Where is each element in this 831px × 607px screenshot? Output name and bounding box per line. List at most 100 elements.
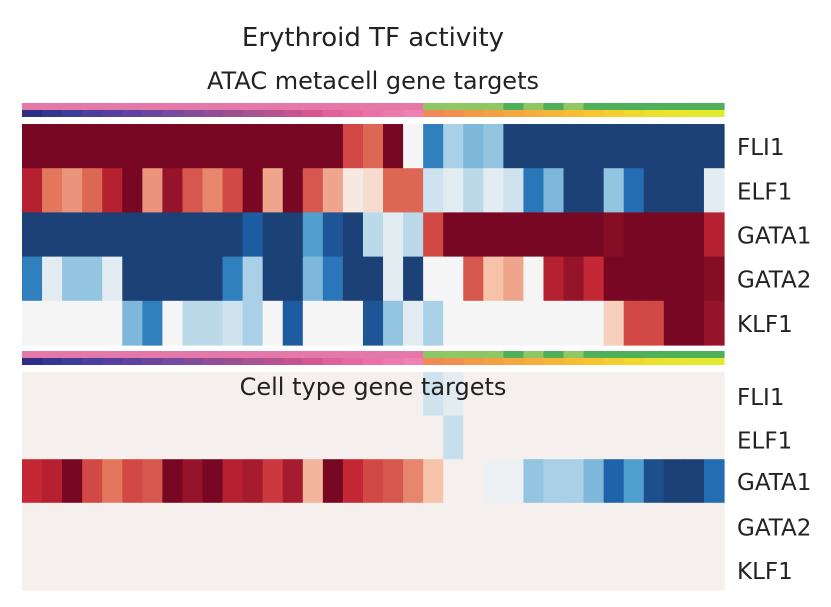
heatmap-cell	[42, 415, 63, 460]
annotation-cell	[443, 103, 464, 110]
heatmap-cell	[563, 502, 585, 547]
heatmap-cell	[322, 124, 344, 169]
heatmap-cell	[443, 300, 464, 346]
annotation-cell	[403, 110, 424, 117]
annotation-cell	[122, 358, 143, 365]
annotation-bar-top	[22, 103, 725, 117]
heatmap-cell	[102, 300, 123, 346]
heatmap-cell	[463, 168, 484, 213]
heatmap-cell	[122, 168, 143, 213]
annotation-cell	[202, 358, 224, 365]
heatmap-cell	[703, 502, 725, 547]
heatmap-cell	[463, 256, 484, 302]
row-labels-atac: FLI1 ELF1 GATA1 GATA2 KLF1	[737, 135, 811, 338]
heatmap-cell	[302, 546, 324, 591]
heatmap-cell	[262, 300, 284, 346]
heatmap-cell	[362, 300, 384, 346]
annotation-cell	[703, 103, 725, 110]
heatmap-cell	[62, 546, 83, 591]
heatmap-cell	[202, 300, 224, 346]
heatmap-cell	[523, 300, 545, 346]
heatmap-cell	[563, 124, 585, 169]
heatmap-cell	[302, 372, 324, 417]
heatmap-cell	[162, 415, 184, 460]
heatmap-cell	[262, 124, 284, 169]
heatmap-cell	[483, 124, 504, 169]
heatmap-cell	[302, 415, 324, 460]
row-label: ELF1	[737, 428, 792, 454]
annotation-cell	[82, 110, 103, 117]
heatmap-cell	[603, 415, 625, 460]
annotation-cell	[443, 351, 464, 358]
heatmap-cell	[202, 502, 224, 547]
heatmap-cell	[42, 502, 63, 547]
annotation-cell	[182, 103, 204, 110]
annotation-cell	[563, 358, 585, 365]
annotation-cell	[683, 103, 705, 110]
annotation-cell	[623, 351, 645, 358]
heatmap-cell	[463, 459, 484, 504]
heatmap-cell	[543, 546, 565, 591]
heatmap-cell	[423, 372, 444, 417]
heatmap-cell	[643, 212, 665, 258]
heatmap-cell	[403, 212, 424, 258]
chart-title: Erythroid TF activity	[242, 23, 504, 53]
heatmap-cell	[503, 546, 525, 591]
heatmap-cell	[22, 415, 43, 460]
heatmap-cell	[182, 372, 204, 417]
heatmap-cell	[423, 124, 444, 169]
heatmap-cell	[403, 502, 424, 547]
heatmap-cell	[563, 256, 585, 302]
heatmap-cell	[523, 212, 545, 258]
heatmap-cell	[703, 168, 725, 213]
heatmap-cell	[162, 459, 184, 504]
heatmap-cell	[623, 168, 645, 213]
heatmap-cell	[162, 300, 184, 346]
annotation-cell	[423, 358, 444, 365]
heatmap-cell	[122, 300, 143, 346]
annotation-cell	[322, 110, 344, 117]
heatmap-cell	[603, 256, 625, 302]
heatmap-cell	[683, 124, 705, 169]
heatmap-cell	[423, 415, 444, 460]
heatmap-cell	[383, 372, 404, 417]
heatmap-cell	[623, 300, 645, 346]
heatmap-cell	[222, 546, 244, 591]
annotation-cell	[202, 103, 224, 110]
heatmap-cell	[683, 459, 705, 504]
heatmap-cell	[282, 502, 304, 547]
heatmap-cell	[122, 546, 143, 591]
heatmap-cell	[122, 372, 143, 417]
heatmap-cell	[483, 168, 504, 213]
heatmap-cell	[142, 546, 163, 591]
heatmap-cell	[302, 168, 324, 213]
annotation-cell	[122, 103, 143, 110]
heatmap-cell	[222, 300, 244, 346]
annotation-cell	[563, 103, 585, 110]
heatmap-cell	[543, 372, 565, 417]
heatmap-cell	[663, 256, 685, 302]
annotation-cell	[82, 103, 103, 110]
heatmap-cell	[302, 502, 324, 547]
heatmap-cell	[643, 256, 665, 302]
heatmap-cell	[623, 372, 645, 417]
heatmap-cell	[383, 546, 404, 591]
heatmap-cell	[322, 546, 344, 591]
heatmap-panel-atac	[22, 124, 725, 346]
heatmap-cell	[463, 415, 484, 460]
heatmap-cell	[362, 168, 384, 213]
heatmap-cell	[302, 256, 324, 302]
heatmap-cell	[483, 502, 504, 547]
annotation-cell	[463, 351, 484, 358]
annotation-cell	[222, 110, 244, 117]
annotation-cell	[142, 103, 163, 110]
heatmap-cell	[162, 168, 184, 213]
annotation-cell	[262, 110, 284, 117]
heatmap-cell	[563, 459, 585, 504]
heatmap-cell	[82, 256, 103, 302]
heatmap-cell	[62, 212, 83, 258]
annotation-cell	[423, 110, 444, 117]
heatmap-cell	[383, 124, 404, 169]
annotation-cell	[342, 110, 364, 117]
heatmap-cell	[22, 372, 43, 417]
